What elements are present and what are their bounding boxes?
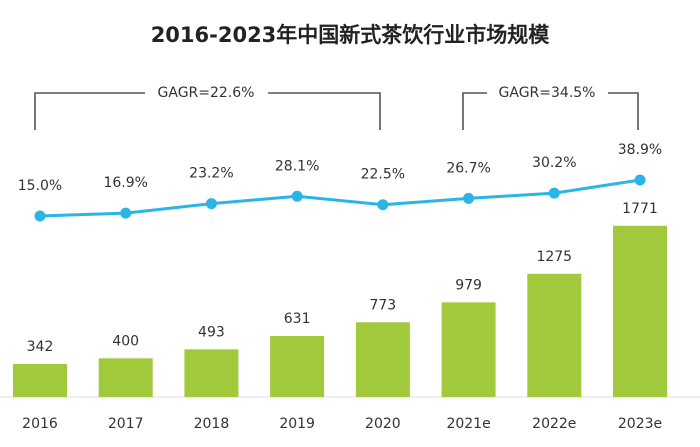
data-label: 631	[284, 311, 311, 327]
data-label: 28.1%	[275, 158, 319, 174]
point	[463, 192, 475, 204]
x-tick-label: 2018	[194, 416, 230, 432]
line	[39, 178, 641, 218]
data-label: 979	[455, 277, 482, 293]
bracket	[34, 92, 381, 130]
data-label: 773	[369, 297, 396, 313]
x-tick-label: 2022e	[532, 416, 576, 432]
data-label: 15.0%	[18, 178, 62, 194]
x-tick-label: 2017	[108, 416, 144, 432]
bar	[527, 273, 582, 397]
point	[377, 199, 389, 211]
data-label: 342	[27, 339, 54, 355]
data-label: 30.2%	[532, 155, 576, 171]
annotation: GAGR=22.6%	[158, 85, 255, 101]
point	[34, 210, 46, 222]
data-label: 26.7%	[446, 160, 490, 176]
data-label: 1275	[536, 249, 572, 265]
point	[291, 190, 303, 202]
bracket	[462, 92, 639, 130]
annotation: GAGR=34.5%	[499, 85, 596, 101]
x-tick-label: 2019	[279, 416, 315, 432]
bar	[184, 349, 239, 397]
data-label: 38.9%	[618, 142, 662, 158]
bar	[13, 363, 67, 397]
bar	[98, 358, 153, 397]
chart-title: 2016-2023年中国新式茶饮行业市场规模	[151, 23, 551, 47]
data-label: 22.5%	[361, 167, 405, 183]
x-tick-label: 2021e	[446, 416, 490, 432]
x-tick-label: 2016	[22, 416, 58, 432]
x-tick-label: 2020	[365, 416, 401, 432]
bar	[441, 302, 496, 397]
point	[120, 207, 132, 219]
data-label: 23.2%	[189, 166, 233, 182]
data-label: 493	[198, 324, 225, 340]
x-tick-label: 2023e	[618, 416, 662, 432]
bar	[270, 336, 325, 397]
data-label: 400	[112, 333, 139, 349]
bar	[355, 322, 410, 397]
data-label: 16.9%	[103, 175, 147, 191]
data-label: 1771	[622, 201, 658, 217]
point	[548, 187, 560, 199]
bar	[613, 225, 667, 397]
point	[205, 198, 217, 210]
point	[634, 174, 646, 186]
